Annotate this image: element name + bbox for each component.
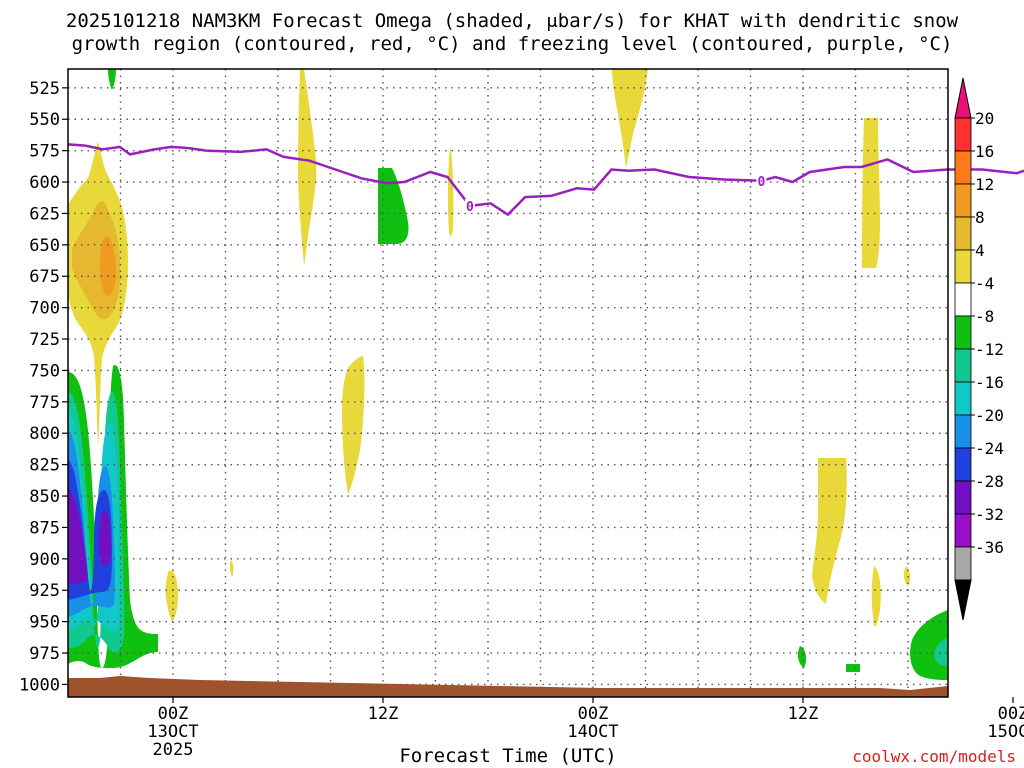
y-tick-label: 900 xyxy=(29,550,60,570)
colorbar-top-arrow xyxy=(954,77,972,119)
credit-text: coolwx.com/models xyxy=(852,747,1016,766)
colorbar-segment xyxy=(954,414,972,449)
colorbar-segment xyxy=(954,348,972,383)
colorbar-label: 12 xyxy=(975,175,994,194)
y-axis: 525 550 575 600 625 650 675 700 725 750 775 800 825 8… xyxy=(19,79,68,695)
freezing-label: 0 xyxy=(466,200,474,215)
omega-purple-left2 xyxy=(98,510,111,566)
y-tick-label: 825 xyxy=(29,456,60,476)
colorbar-segment xyxy=(954,216,972,251)
colorbar-segment xyxy=(954,150,972,185)
colorbar-segment xyxy=(954,513,972,548)
colorbar-segment xyxy=(954,447,972,482)
y-tick-label: 600 xyxy=(29,173,60,193)
y-tick-label: 875 xyxy=(29,518,60,538)
x-tick-label: 00Z xyxy=(578,704,609,724)
colorbar-label: -8 xyxy=(975,307,994,326)
x-tick-label: 00Z xyxy=(998,704,1024,724)
colorbar-label: -16 xyxy=(975,373,1004,392)
colorbar-label: -36 xyxy=(975,538,1004,557)
colorbar-label: -32 xyxy=(975,505,1004,524)
y-tick-label: 1000 xyxy=(19,675,60,695)
x-tick-label: 00Z xyxy=(158,704,189,724)
colorbar-label: 16 xyxy=(975,142,994,161)
y-tick-label: 550 xyxy=(29,110,60,130)
colorbar-segment xyxy=(954,117,972,152)
colorbar-label: 20 xyxy=(975,109,994,128)
y-tick-label: 625 xyxy=(29,204,60,224)
colorbar-segment xyxy=(954,315,972,350)
omega-yellow-lower-b xyxy=(229,560,234,578)
omega-yellow-15oct xyxy=(862,118,880,268)
chart-title-line1: 2025101218 NAM3KM Forecast Omega (shaded… xyxy=(66,10,959,32)
colorbar-label: 8 xyxy=(975,208,985,227)
y-tick-label: 975 xyxy=(29,644,60,664)
omega-orange-left xyxy=(100,236,116,296)
y-tick-label: 700 xyxy=(29,299,60,319)
omega-purple-left xyxy=(68,490,88,584)
colorbar-segment xyxy=(954,480,972,515)
omega-teal-right xyxy=(934,638,948,666)
y-tick-label: 950 xyxy=(29,613,60,633)
omega-yellow-lower-a xyxy=(165,570,178,622)
y-tick-label: 925 xyxy=(29,581,60,601)
freezing-label-bg xyxy=(756,173,767,188)
colorbar-label: -24 xyxy=(975,439,1004,458)
plot-frame xyxy=(67,68,949,698)
colorbar-segment xyxy=(954,546,972,581)
omega-green-small-b xyxy=(846,664,860,672)
y-tick-label: 850 xyxy=(29,487,60,507)
colorbar-segment xyxy=(954,282,972,317)
omega-green-small-a xyxy=(797,646,807,668)
freezing-label: 0 xyxy=(758,175,766,190)
colorbar-label: -12 xyxy=(975,340,1004,359)
colorbar-bottom-arrow xyxy=(954,579,972,621)
x-tick-date: 15OCT xyxy=(987,722,1024,742)
terrain-ground xyxy=(68,676,948,697)
freezing-level-labels: 000 xyxy=(464,173,767,215)
omega-yellow-lower-c xyxy=(812,458,847,604)
y-tick-label: 650 xyxy=(29,236,60,256)
colorbar-label: -20 xyxy=(975,406,1004,425)
colorbar-segment xyxy=(954,249,972,284)
x-axis: 00Z13OCT202512Z00Z14OCT12Z00Z15OCT xyxy=(147,697,1024,760)
x-tick-date: 13OCT xyxy=(147,722,198,742)
omega-yellow-14oct-top xyxy=(612,69,648,168)
y-tick-label: 800 xyxy=(29,424,60,444)
y-tick-label: 675 xyxy=(29,267,60,287)
y-tick-label: 725 xyxy=(29,330,60,350)
colorbar-label: -28 xyxy=(975,472,1004,491)
omega-shading xyxy=(68,69,948,680)
omega-yellow-12z-upper xyxy=(298,69,317,266)
plot-area xyxy=(68,69,948,697)
y-tick-label: 525 xyxy=(29,79,60,99)
omega-yellow-lower-d xyxy=(871,566,881,627)
omega-green-12z xyxy=(378,168,409,244)
colorbar-segment xyxy=(954,381,972,416)
freezing-label-bg xyxy=(464,198,475,213)
colorbar-segment xyxy=(954,183,972,218)
y-tick-label: 775 xyxy=(29,393,60,413)
x-tick-label: 12Z xyxy=(368,704,399,724)
omega-green-top xyxy=(108,69,116,90)
colorbar: 20 16 12 8 4 -4 -8 -12 -16 -20 -24 -28 -32 -36 xyxy=(954,77,1004,621)
x-axis-title: Forecast Time (UTC) xyxy=(399,745,616,767)
omega-yellow-12z-mid xyxy=(342,356,365,494)
chart-title-line2: growth region (contoured, red, °C) and f… xyxy=(72,33,953,55)
x-tick-date: 14OCT xyxy=(567,722,618,742)
y-tick-label: 575 xyxy=(29,142,60,162)
x-tick-label: 12Z xyxy=(788,704,819,724)
colorbar-label: 4 xyxy=(975,241,985,260)
freezing-level-line xyxy=(67,143,1024,217)
y-tick-label: 750 xyxy=(29,361,60,381)
x-tick-year: 2025 xyxy=(153,740,194,760)
colorbar-label: -4 xyxy=(975,274,994,293)
